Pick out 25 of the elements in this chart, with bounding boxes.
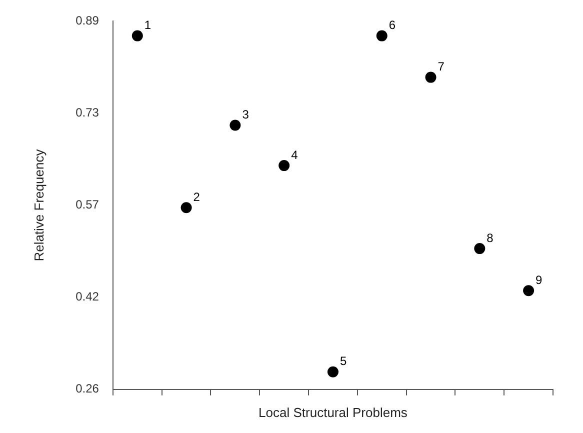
- annotation: 9: [536, 272, 543, 287]
- point: [180, 202, 192, 214]
- y-tick-label: 0.73: [76, 106, 100, 120]
- point: [523, 285, 534, 296]
- point: [425, 72, 436, 83]
- point: [474, 243, 486, 254]
- point: [376, 30, 388, 42]
- annotation: 6: [388, 18, 396, 32]
- point: [327, 366, 338, 378]
- y-axis-title: Relative Frequency: [31, 148, 46, 262]
- annotation: 3: [242, 108, 250, 122]
- point: [230, 120, 241, 131]
- annotation: 8: [486, 230, 494, 245]
- annotation: 1: [144, 18, 152, 32]
- y-tick-label: 0.89: [76, 14, 100, 28]
- y-tick-label: 0.57: [76, 198, 100, 212]
- annotation: 7: [438, 60, 445, 74]
- point: [132, 30, 143, 42]
- point: [278, 160, 290, 172]
- y-tick-label: 0.42: [76, 290, 100, 304]
- annotation: 2: [193, 190, 200, 204]
- y-tick-label: 0.26: [76, 382, 100, 396]
- x-axis-title: Local Structural Problems: [258, 404, 408, 420]
- annotation: 5: [340, 354, 347, 368]
- annotation: 4: [291, 148, 298, 162]
